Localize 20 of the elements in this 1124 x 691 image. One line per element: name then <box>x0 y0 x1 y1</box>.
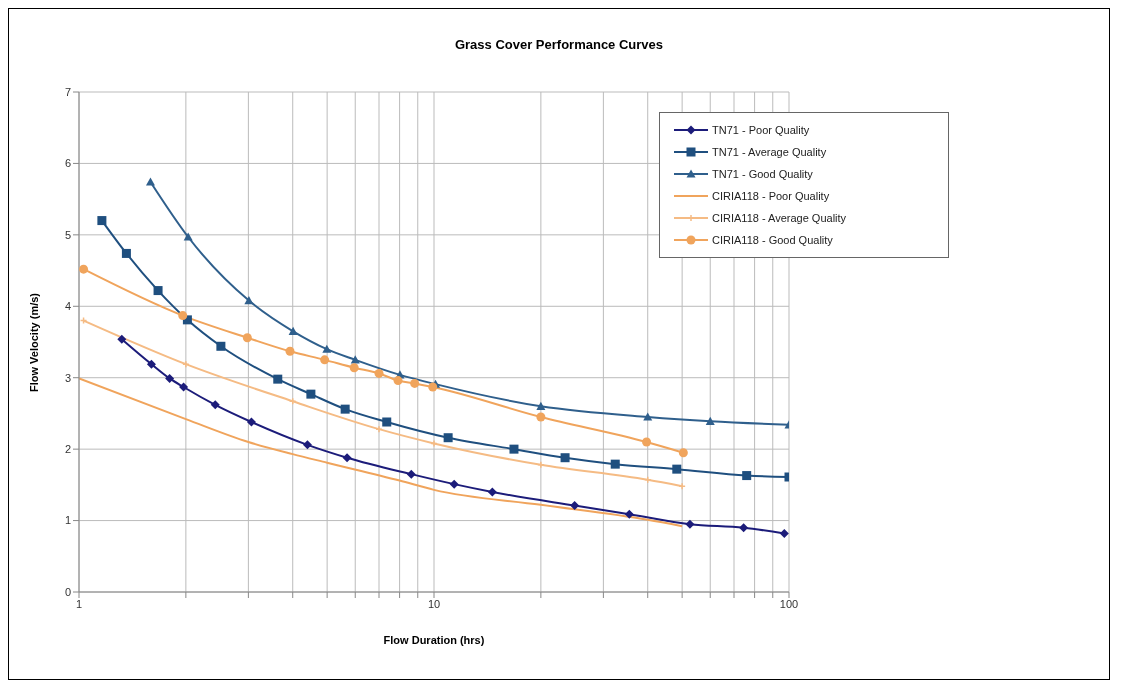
x-tick-label: 10 <box>427 597 441 610</box>
x-tick-label: 1 <box>75 597 83 610</box>
y-tick-label: 3 <box>64 371 71 384</box>
legend-label: CIRIA118 - Average Quality <box>712 212 847 224</box>
x-tick-label: 100 <box>779 597 799 610</box>
x-axis-title: Flow Duration (hrs) <box>383 634 485 646</box>
legend-label: TN71 - Good Quality <box>712 168 813 180</box>
y-tick-label: 0 <box>64 585 71 598</box>
y-tick-label: 7 <box>64 85 71 98</box>
legend-label: TN71 - Poor Quality <box>712 124 810 136</box>
y-tick-label: 5 <box>64 228 71 241</box>
legend-label: CIRIA118 - Poor Quality <box>712 190 830 202</box>
legend-label: CIRIA118 - Good Quality <box>712 234 833 246</box>
y-tick-label: 4 <box>64 300 71 313</box>
y-tick-label: 6 <box>64 157 71 170</box>
legend-label: TN71 - Average Quality <box>712 146 827 158</box>
y-tick-label: 2 <box>64 443 71 456</box>
chart-title: Grass Cover Performance Curves <box>453 36 665 52</box>
y-axis-title: Flow Velocity (m/s) <box>27 292 40 392</box>
y-tick-label: 1 <box>64 514 71 527</box>
